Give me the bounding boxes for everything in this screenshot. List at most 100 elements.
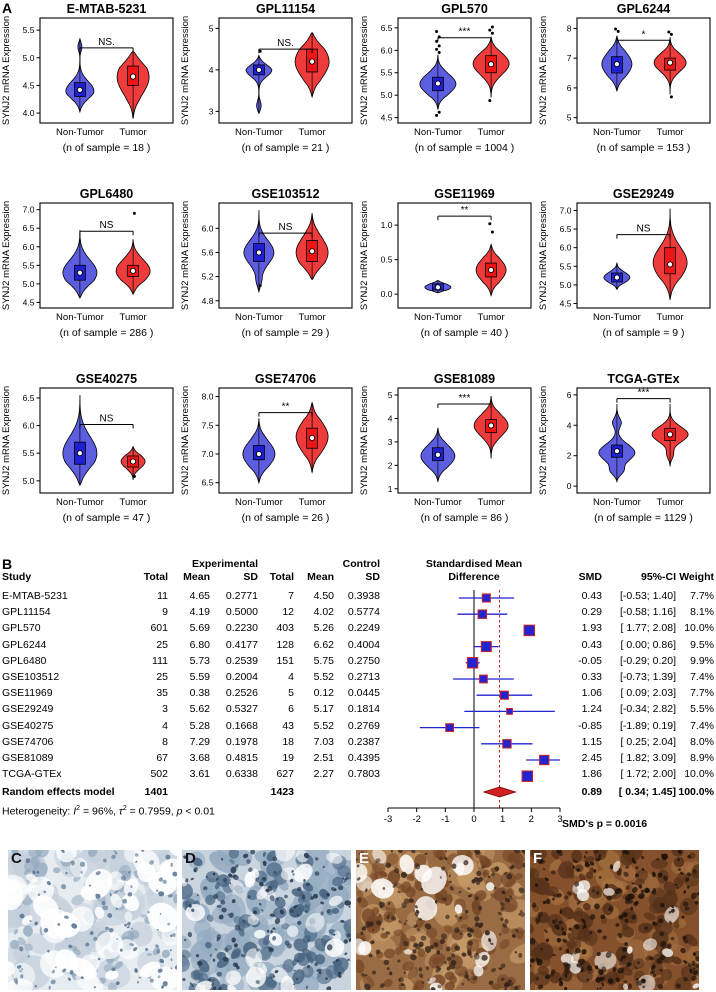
median-dot-non-tumor: [434, 80, 441, 87]
row-weight: 9.9%: [690, 654, 714, 667]
row-sd-exp: 0.5327: [225, 703, 258, 716]
y-tick-label: 7.0: [23, 205, 35, 215]
x-tick-label-non-tumor: Non-Tumor: [56, 497, 104, 508]
median-dot-non-tumor: [255, 249, 262, 256]
sample-size-label: (n of sample = 86 ): [421, 512, 509, 524]
re-model-label: Random effects model: [2, 786, 115, 798]
row-mean-ctrl: 4.50: [313, 590, 334, 602]
y-tick-label: 6.5: [23, 393, 35, 403]
sample-size-label: (n of sample = 40 ): [421, 327, 509, 339]
row-weight: 10.0%: [684, 622, 714, 635]
row-smd: 0.33: [581, 671, 602, 683]
re-ci: [ 0.34; 1.45]: [618, 786, 676, 798]
row-sd-ctrl: 0.2750: [347, 654, 380, 667]
median-dot-tumor: [667, 59, 674, 66]
row-study: GPL570: [2, 622, 41, 635]
row-total-exp: 25: [156, 671, 168, 683]
header-ci: 95%-CI: [640, 571, 676, 583]
median-dot-tumor: [309, 248, 316, 255]
y-tick-label: 5.5: [560, 261, 572, 271]
row-total-ctrl: 5: [288, 687, 294, 700]
row-mean-ctrl: 4.02: [313, 606, 334, 619]
row-study: E-MTAB-5231: [2, 590, 68, 602]
box-tumor: [664, 247, 676, 275]
median-dot-non-tumor: [76, 450, 83, 457]
row-mean-ctrl: 5.26: [313, 622, 334, 635]
x-tick-label-tumor: Tumor: [120, 497, 147, 508]
row-total-ctrl: 12: [282, 606, 294, 619]
summary-diamond: [482, 786, 517, 798]
header-sd-exp: SD: [243, 571, 258, 583]
y-tick-label: 4.8: [202, 296, 214, 306]
y-tick-label: 5.0: [23, 279, 35, 289]
panel-a-label: A: [2, 0, 13, 16]
row-weight: 7.7%: [690, 590, 714, 602]
axis-tick-label: 0: [471, 814, 476, 825]
row-ci: [-1.89; 0.19]: [619, 719, 676, 732]
significance-label: **: [282, 402, 290, 413]
violin-plot-gpl11154: GPL11154 SYNJ2 mRNA Expression 3 4 5 NS. Non-T…: [179, 2, 358, 187]
x-tick-label-non-tumor: Non-Tumor: [56, 312, 104, 323]
significance-label: ***: [459, 393, 471, 404]
row-sd-ctrl: 0.4004: [347, 638, 380, 651]
plot-title: GPL6480: [80, 187, 134, 201]
median-dot-tumor: [130, 458, 137, 465]
axis-tick-label: 1: [500, 814, 505, 825]
x-tick-label-tumor: Tumor: [657, 127, 684, 138]
row-total-ctrl: 151: [276, 654, 294, 667]
row-total-exp: 502: [150, 768, 168, 781]
x-tick-label-non-tumor: Non-Tumor: [235, 312, 283, 323]
y-axis-label: SYNJ2 mRNA Expression: [359, 386, 370, 495]
row-sd-exp: 0.1668: [225, 719, 258, 732]
significance-label: ***: [459, 27, 471, 38]
row-study: GSE74706: [2, 735, 54, 748]
row-sd-ctrl: 0.0445: [347, 687, 380, 700]
panel-d-label: D: [185, 850, 196, 867]
row-total-ctrl: 19: [282, 752, 294, 764]
row-mean-ctrl: 2.27: [313, 768, 334, 781]
x-tick-label-non-tumor: Non-Tumor: [235, 497, 283, 508]
violin-plot-gse74706: GSE74706 SYNJ2 mRNA Expression 6.5 7.0 7.5 8.…: [179, 372, 358, 557]
row-sd-exp: 0.5000: [225, 606, 258, 619]
row-smd: -0.05: [578, 654, 602, 667]
row-mean-exp: 3.68: [189, 752, 210, 764]
forest-square-gpl11154: [477, 609, 488, 619]
violin-grid: E-MTAB-5231 SYNJ2 mRNA Expression 4.0 4.5 5.…: [0, 2, 716, 557]
median-dot-non-tumor: [613, 448, 620, 455]
panel-a-violin-plots: A E-MTAB-5231 SYNJ2 mRNA Expression 4.0 4.5…: [0, 0, 716, 557]
row-weight: 5.5%: [690, 703, 714, 716]
median-dot-non-tumor: [76, 269, 83, 276]
median-dot-non-tumor: [255, 66, 262, 73]
violin-plot-gpl6244: GPL6244 SYNJ2 mRNA Expression 5 6 7 8 * Non-Tum…: [537, 2, 716, 187]
row-study: GSE81089: [2, 752, 54, 764]
row-smd: 0.29: [581, 606, 602, 619]
row-smd: 0.43: [581, 638, 602, 651]
row-sd-exp: 0.4177: [225, 638, 258, 651]
forest-square-gse11969: [499, 690, 509, 700]
forest-square-gpl570: [523, 624, 536, 637]
re-total-exp: 1401: [144, 786, 168, 798]
violin-plot-svg: GPL570 SYNJ2 mRNA Expression 4.5 5.0 5.5 6.0 6…: [359, 2, 532, 154]
row-sd-ctrl: 0.2249: [347, 622, 380, 635]
row-sd-exp: 0.6338: [225, 768, 258, 781]
y-tick-label: 6.5: [560, 224, 572, 234]
median-dot-non-tumor: [255, 450, 262, 458]
y-tick-label: 5: [567, 113, 572, 123]
row-total-ctrl: 18: [282, 735, 294, 748]
row-mean-ctrl: 2.51: [313, 752, 334, 764]
histology-svg: [182, 850, 351, 990]
histology-svg: [356, 850, 525, 990]
row-mean-exp: 5.62: [189, 703, 210, 716]
heterogeneity-note: Heterogeneity: I2 = 96%, τ2 = 0.7959, p …: [2, 805, 215, 818]
header-weight: Weight: [679, 571, 714, 583]
row-mean-exp: 5.59: [189, 671, 210, 683]
row-ci: [ 0.25; 2.04]: [620, 735, 676, 748]
sample-size-label: (n of sample = 1004 ): [415, 142, 515, 154]
y-axis-label: SYNJ2 mRNA Expression: [180, 201, 191, 310]
y-tick-label: 0.0: [381, 289, 393, 299]
sample-size-label: (n of sample = 18 ): [63, 142, 151, 154]
histology-image-e: E: [356, 850, 525, 990]
y-tick-label: 7: [567, 53, 572, 63]
plot-title: TCGA-GTEx: [607, 372, 679, 386]
row-total-ctrl: 4: [288, 671, 294, 683]
